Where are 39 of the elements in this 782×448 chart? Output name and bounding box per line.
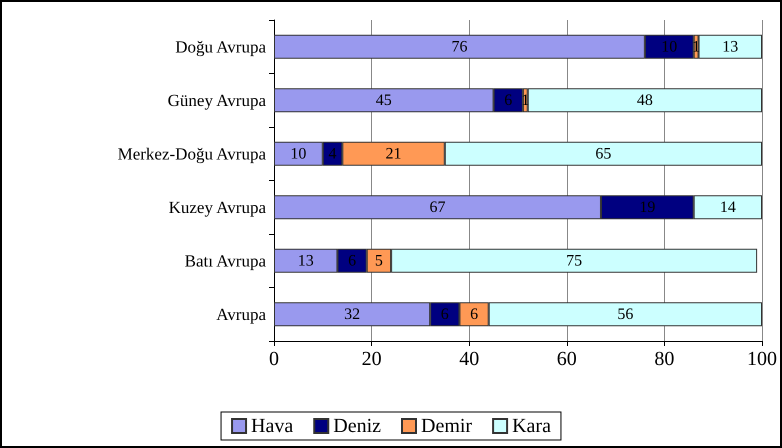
data-label: 45 (376, 92, 392, 109)
data-label: 75 (566, 252, 582, 270)
data-label: 19 (639, 198, 656, 216)
y-tick-label: Güney Avrupa (168, 90, 266, 110)
data-label: 6 (504, 92, 512, 109)
x-tick-label: 0 (269, 348, 279, 370)
data-label: 32 (344, 306, 360, 323)
data-label: 10 (290, 145, 306, 162)
x-tick-label: 40 (459, 348, 480, 370)
data-label: 14 (720, 198, 736, 216)
data-label: 21 (386, 145, 402, 162)
data-label: 76 (451, 38, 468, 56)
legend-label: Demir (421, 415, 472, 437)
data-label: 13 (722, 38, 738, 56)
x-tick-label: 100 (747, 348, 777, 370)
data-label: 1 (692, 38, 700, 56)
data-label: 65 (595, 145, 612, 162)
data-label: 4 (328, 145, 337, 162)
x-tick-label: 20 (362, 348, 382, 370)
y-tick-label: Kuzey Avrupa (168, 198, 266, 217)
legend-label: Kara (512, 415, 552, 437)
data-label: 13 (298, 252, 314, 270)
x-tick-label: 80 (654, 348, 674, 370)
y-tick-label: Batı Avrupa (184, 251, 266, 270)
data-label: 10 (661, 38, 678, 56)
data-label: 6 (440, 306, 449, 323)
data-label: 6 (470, 306, 478, 323)
data-label: 1 (521, 92, 530, 109)
data-label: 5 (374, 252, 383, 270)
data-label: 56 (617, 306, 634, 323)
y-tick-label: Doğu Avrupa (175, 37, 266, 56)
y-tick-label: Merkez-Doğu Avrupa (118, 144, 266, 164)
x-tick-label: 60 (556, 348, 577, 370)
data-label: 67 (429, 198, 446, 216)
data-label: 6 (348, 252, 356, 270)
data-label: 48 (636, 92, 653, 109)
y-tick-label: Avrupa (216, 304, 266, 324)
legend-label: Deniz (333, 415, 382, 437)
legend-label: Hava (251, 415, 294, 437)
